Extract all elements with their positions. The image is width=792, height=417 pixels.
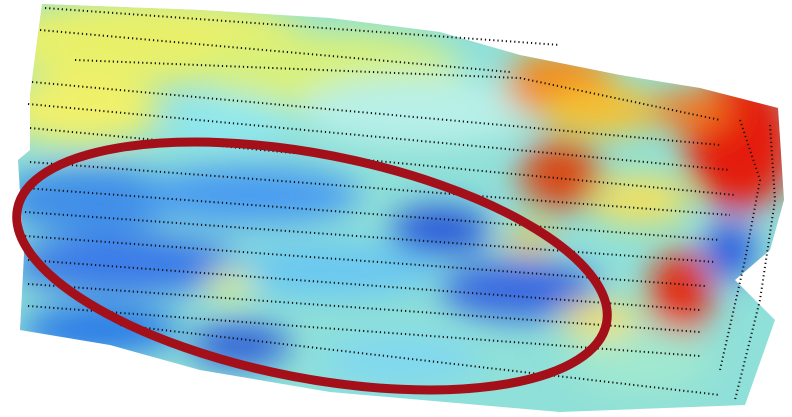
highlight-ellipse xyxy=(12,137,612,395)
